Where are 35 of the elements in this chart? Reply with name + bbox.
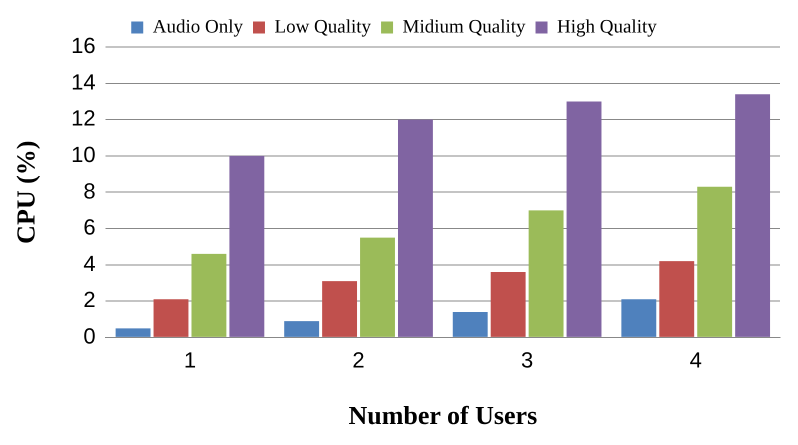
- legend-label: Audio Only: [152, 16, 244, 38]
- y-tick-label: 0: [83, 323, 96, 348]
- x-tick-label: 1: [184, 348, 196, 373]
- bar: [621, 299, 656, 337]
- y-tick-label: 14: [71, 69, 96, 94]
- bar: [528, 210, 564, 337]
- x-tick-label: 2: [352, 348, 365, 373]
- y-tick-label: 8: [83, 178, 96, 204]
- bar: [154, 299, 188, 337]
- legend-label: Midium Quality: [402, 16, 526, 38]
- bar: [659, 261, 694, 337]
- bar: [116, 328, 151, 337]
- bar: [566, 101, 602, 337]
- y-tick-label: 2: [83, 287, 96, 312]
- y-tick-label: 6: [83, 214, 96, 240]
- x-tick-label: 4: [690, 348, 702, 373]
- bar: [191, 254, 226, 337]
- bar: [322, 281, 358, 337]
- x-tick-label: 3: [521, 348, 534, 373]
- legend-label: Low Quality: [274, 16, 372, 38]
- y-tick-label: 10: [71, 142, 96, 167]
- y-axis-title: CPU (%): [11, 140, 40, 244]
- bar: [284, 321, 320, 337]
- bar: [229, 156, 264, 337]
- legend-label: High Quality: [557, 16, 658, 38]
- y-tick-label: 4: [83, 250, 96, 276]
- y-tick-label: 12: [71, 106, 96, 131]
- bar: [360, 238, 395, 337]
- bar: [452, 312, 488, 337]
- y-tick-label: 16: [71, 33, 96, 58]
- bar: [735, 94, 770, 337]
- bar: [490, 272, 526, 337]
- bar: [697, 186, 732, 337]
- x-axis-title: Number of Users: [348, 401, 538, 430]
- bar: [398, 120, 433, 337]
